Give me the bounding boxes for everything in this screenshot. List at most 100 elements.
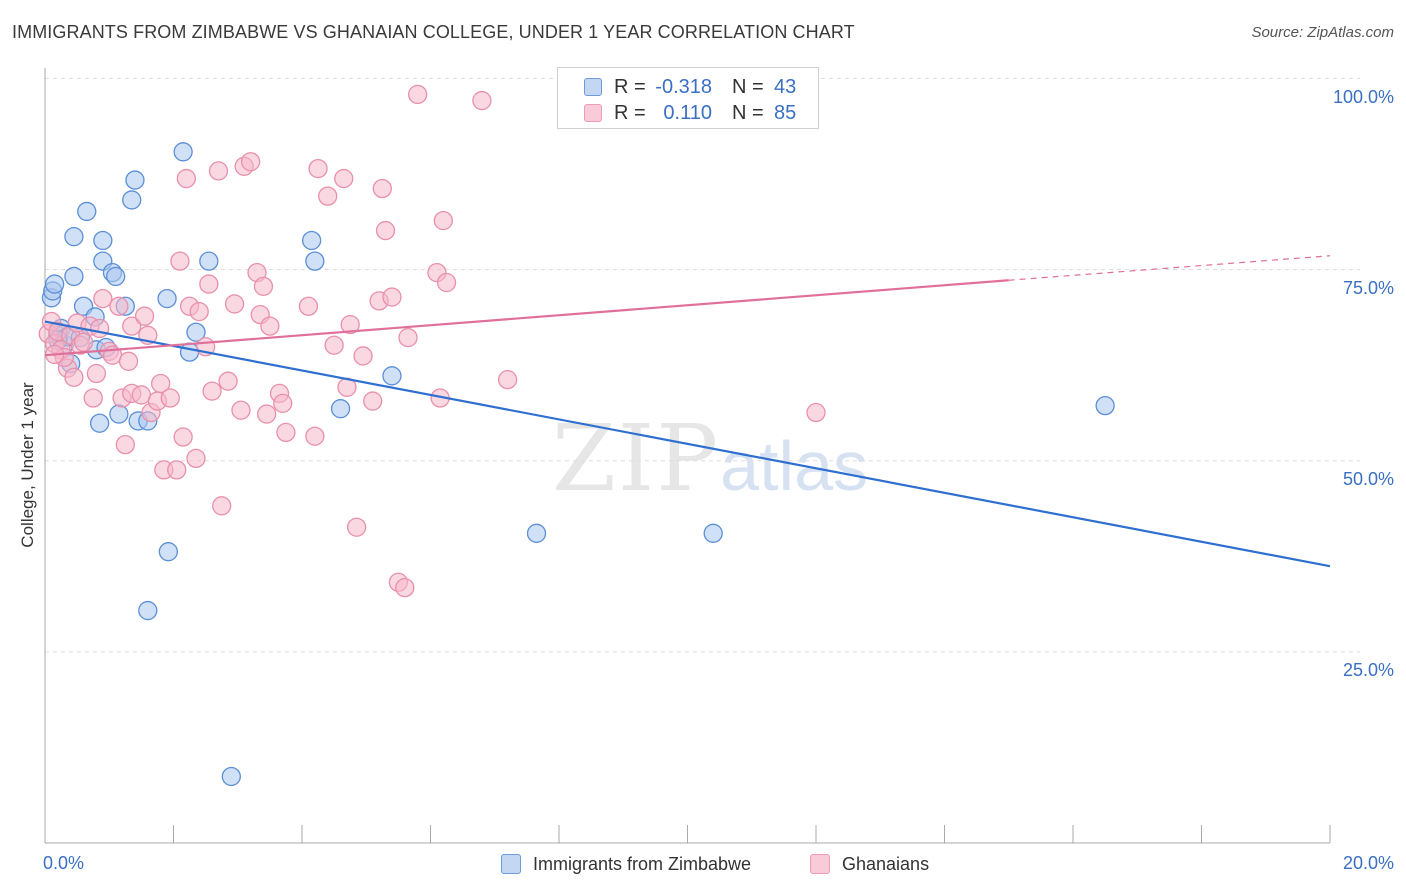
point-ghanaians	[173, 427, 193, 447]
point-zimbabwe	[93, 230, 113, 251]
point-ghanaians	[363, 391, 383, 411]
point-zimbabwe	[305, 251, 325, 271]
point-ghanaians	[353, 346, 373, 366]
point-ghanaians	[806, 402, 826, 423]
legend-item-zimbabwe[interactable]: Immigrants from Zimbabwe	[501, 852, 751, 876]
point-ghanaians	[253, 276, 274, 297]
point-ghanaians	[83, 388, 103, 408]
point-ghanaians	[176, 168, 197, 189]
point-ghanaians	[305, 426, 325, 446]
legend-item-ghanaians[interactable]: Ghanaians	[810, 852, 929, 876]
point-ghanaians	[340, 314, 360, 335]
point-ghanaians	[199, 274, 219, 294]
point-ghanaians	[257, 404, 277, 424]
point-ghanaians	[186, 448, 206, 469]
point-zimbabwe	[44, 274, 65, 294]
point-ghanaians	[167, 460, 187, 480]
legend-r-value-ghanaians: 0.110	[663, 101, 712, 124]
point-ghanaians	[122, 316, 142, 336]
point-zimbabwe	[138, 600, 158, 621]
point-ghanaians	[118, 351, 139, 371]
point-ghanaians	[436, 272, 457, 293]
point-ghanaians	[134, 306, 155, 326]
point-ghanaians	[64, 367, 84, 387]
point-ghanaians	[334, 168, 354, 189]
point-ghanaians	[395, 577, 415, 598]
point-ghanaians	[472, 90, 492, 111]
point-zimbabwe	[179, 342, 200, 362]
point-zimbabwe	[109, 404, 129, 424]
point-zimbabwe	[186, 322, 206, 342]
point-zimbabwe	[301, 230, 322, 251]
point-zimbabwe	[199, 251, 219, 271]
legend-swatch-ghanaians	[584, 104, 602, 122]
point-ghanaians	[218, 371, 238, 391]
legend-label-ghanaians: Ghanaians	[842, 853, 930, 874]
point-ghanaians	[375, 220, 396, 241]
point-zimbabwe	[526, 523, 547, 543]
point-zimbabwe	[221, 766, 241, 787]
point-ghanaians	[324, 335, 344, 355]
point-ghanaians	[109, 296, 129, 316]
axes	[44, 68, 1331, 844]
legend-r-label: R =	[614, 101, 646, 124]
point-ghanaians	[189, 301, 209, 322]
point-ghanaians	[93, 288, 113, 309]
point-ghanaians	[202, 381, 222, 401]
point-zimbabwe	[77, 201, 97, 222]
point-zimbabwe	[122, 190, 142, 210]
point-ghanaians	[240, 152, 261, 172]
legend-label-zimbabwe: Immigrants from Zimbabwe	[533, 853, 752, 874]
point-ghanaians	[273, 393, 293, 413]
point-ghanaians	[260, 316, 280, 336]
y-tick-label-75: 75.0%	[1342, 278, 1394, 298]
point-zimbabwe	[1095, 395, 1115, 416]
legend-n-label: N =	[732, 75, 764, 98]
point-ghanaians	[160, 388, 180, 408]
point-ghanaians	[131, 385, 152, 405]
series-ghanaians-points	[38, 84, 826, 598]
legend-swatch-zimbabwe	[584, 78, 602, 96]
point-zimbabwe	[173, 142, 193, 162]
point-zimbabwe	[64, 266, 84, 287]
point-zimbabwe	[330, 399, 351, 419]
trend-line-ghanaians	[44, 279, 1009, 357]
point-ghanaians	[497, 369, 518, 390]
point-zimbabwe	[158, 542, 179, 562]
point-ghanaians	[212, 496, 232, 516]
watermark: ZIPatlas	[552, 405, 868, 512]
x-tick-label-max: 20.0%	[1342, 853, 1394, 873]
point-ghanaians	[73, 332, 94, 352]
legend-row-zimbabwe: R = -0.318 N = 43	[584, 74, 796, 100]
legend-r-label: R =	[614, 75, 646, 98]
y-tick-label-50: 50.0%	[1342, 469, 1394, 489]
point-ghanaians	[407, 84, 428, 105]
point-ghanaians	[115, 434, 135, 455]
trend-line-ghanaians-extension	[1008, 255, 1331, 281]
source-credit: Source: ZipAtlas.com	[1251, 24, 1394, 41]
legend-n-label: N =	[732, 101, 764, 124]
point-ghanaians	[208, 161, 229, 181]
point-ghanaians	[298, 296, 319, 316]
point-zimbabwe	[64, 227, 84, 247]
point-zimbabwe	[89, 413, 110, 433]
legend-n-value-ghanaians: 85	[774, 101, 797, 124]
trend-lines	[44, 255, 1331, 568]
stats-legend: R = -0.318 N = 43 R = 0.110 N = 85	[557, 67, 819, 129]
trend-line-zimbabwe	[44, 320, 1331, 568]
point-zimbabwe	[382, 366, 402, 386]
point-ghanaians	[170, 251, 190, 271]
point-ghanaians	[150, 373, 171, 394]
point-ghanaians	[433, 210, 454, 231]
chart-title: IMMIGRANTS FROM ZIMBABWE VS GHANAIAN COL…	[12, 22, 855, 42]
point-ghanaians	[276, 422, 296, 443]
legend-swatch-ghanaians-bottom	[810, 854, 830, 874]
point-ghanaians	[382, 287, 402, 307]
point-zimbabwe	[703, 523, 723, 543]
point-zimbabwe	[106, 266, 126, 287]
point-ghanaians	[231, 400, 251, 420]
watermark-atlas: atlas	[720, 427, 869, 505]
point-ghanaians	[308, 158, 328, 179]
y-tick-label-100: 100.0%	[1332, 87, 1394, 107]
